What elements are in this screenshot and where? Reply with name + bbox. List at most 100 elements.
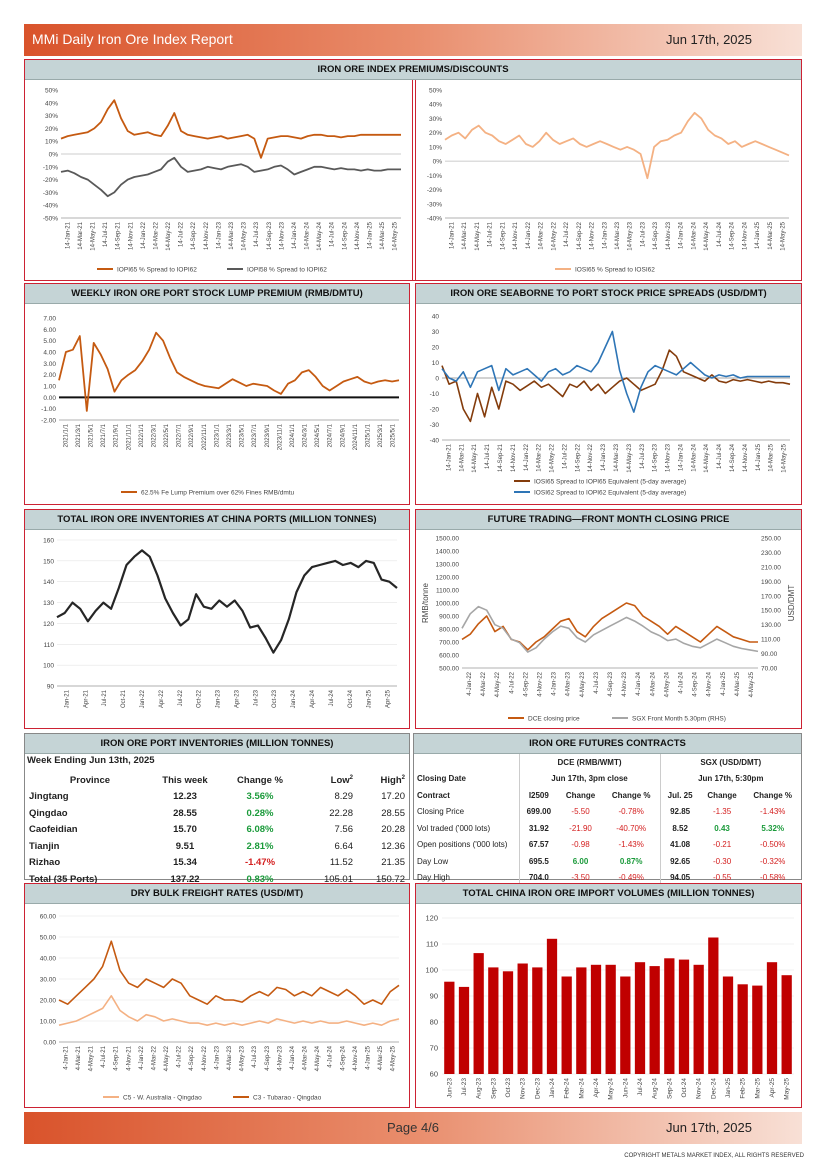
series-line-0	[56, 549, 398, 654]
x-tick-label: 4-Jul-21	[101, 1045, 107, 1067]
table-cell: -1.47%	[244, 857, 276, 869]
imports-chart: 120 110 100 90 80 70 60 Jun-23 Jul-23 Aug-23 Sep-2…	[425, 914, 794, 1100]
y-tick-label: 10	[432, 360, 440, 367]
bar	[678, 959, 690, 1074]
x-tick-label: Apr-24	[593, 1078, 600, 1098]
y-tick-label: -20	[430, 407, 440, 414]
y-tick-label: 1000.00	[436, 601, 460, 608]
y-tick-label: 1300.00	[436, 562, 460, 569]
y-tick-label: 2.00	[43, 372, 56, 379]
inv-header-row: Province This week Change % Low2 High2	[25, 772, 409, 789]
x-tick-label: 14-Nov-21	[513, 221, 519, 250]
premiums-panel: IRON ORE INDEX PREMIUMS/DISCOUNTS 50% 40%…	[24, 59, 802, 281]
y-tick-label: 1100.00	[436, 588, 459, 595]
x-tick-label: 2024/1/1	[290, 423, 296, 447]
x-tick-label: 4-May-24	[315, 1045, 321, 1071]
futures-chart: 1500.00 1400.00 1300.00 1200.00 1100.00 1000.…	[421, 536, 796, 723]
x-tick-label: 4-Sep-21	[114, 1045, 120, 1070]
table-cell: 11.52	[329, 857, 353, 869]
x-tick-label: 14-Nov-23	[279, 221, 285, 250]
x-tick-label: Oct-22	[197, 689, 203, 708]
x-tick-label: 14-Jan-24	[292, 221, 298, 249]
y-tick-label: -2.00	[41, 418, 56, 425]
y-tick-label: 0.00	[43, 1040, 56, 1047]
y-tick-label: -30%	[427, 201, 442, 208]
table-cell: -21.90	[569, 823, 592, 833]
table-cell: Change %	[611, 790, 651, 800]
series-line-0	[444, 111, 790, 180]
x-tick-label: 14-Jan-24	[679, 221, 685, 249]
x-tick-label: Feb-25	[740, 1078, 747, 1099]
table-cell: -0.58%	[760, 873, 786, 883]
x-tick-label: 14-May-23	[628, 221, 634, 250]
x-tick-label: 14-May-25	[781, 221, 787, 250]
x-tick-label: Oct-24	[348, 689, 354, 708]
x-tick-label: 14-May-22	[551, 221, 557, 250]
inv-col-province: Province	[69, 774, 111, 786]
x-tick-label: 2021/5/1	[88, 423, 94, 447]
table-row: Qingdao 28.55 0.28% 22.28 28.55	[25, 805, 409, 822]
y-tick-label: 30	[432, 329, 440, 336]
x-tick-label: 4-Nov-22	[538, 671, 544, 696]
inv-col-thisweek: This week	[162, 774, 208, 786]
week-ending: Week Ending Jun 13th, 2025	[27, 755, 155, 766]
x-tick-label: 4-May-21	[88, 1045, 94, 1071]
x-tick-label: Mar-24	[578, 1078, 585, 1099]
y-tick-label: 1400.00	[436, 549, 460, 556]
header-banner: MMi Daily Iron Ore Index Report Jun 17th…	[24, 24, 802, 56]
x-tick-label: 14-Mar-25	[768, 221, 774, 249]
x-tick-label: 14-Sep-22	[191, 221, 197, 250]
y-tick-label: 40%	[429, 102, 442, 109]
table-row: Total (35 Ports) 137.22 0.83% 105.01 150.72	[25, 871, 409, 888]
x-tick-label: 4-Jul-22	[177, 1045, 183, 1067]
y-tick-label: 20.00	[40, 998, 57, 1005]
x-tick-label: 14-Jan-23	[601, 443, 607, 471]
x-tick-label: 14-Mar-25	[769, 443, 775, 471]
legend-label: IOSI62 Spread to IOPI62 Equivalent (5-da…	[534, 490, 686, 497]
legend-label: IOPI65 % Spread to IOPI62	[117, 267, 197, 274]
table-row: Tianjin 9.51 2.81% 6.64 12.36	[25, 838, 409, 855]
table-cell: Total (35 Ports)	[29, 873, 98, 885]
x-tick-label: 4-Jan-23	[214, 1045, 220, 1069]
y2-tick-label: 210.00	[761, 564, 781, 571]
x-tick-label: 2025/3/1	[378, 423, 384, 447]
x-tick-label: 14-Nov-23	[666, 443, 672, 472]
x-tick-label: 4-Sep-23	[608, 671, 614, 696]
inventories-table: Province This week Change % Low2 High2 J…	[25, 772, 409, 888]
table-cell: -3.50	[571, 873, 590, 883]
x-tick-label: Jan-21	[64, 689, 70, 708]
table-cell: Tianjin	[29, 840, 60, 852]
table-cell: 3.56%	[246, 791, 274, 803]
x-tick-label: 14-Jan-21	[65, 221, 71, 249]
x-tick-label: Jul-23	[253, 689, 259, 706]
bar	[781, 975, 792, 1074]
x-tick-label: 14-Sep-22	[575, 443, 581, 472]
series-line-1	[461, 605, 759, 653]
table-cell: 67.57	[518, 836, 559, 853]
table-cell: 7.56	[334, 824, 354, 836]
x-tick-label: Jun-23	[446, 1078, 453, 1098]
table-cell: Day Low	[417, 856, 449, 866]
x-tick-label: Sep-24	[666, 1078, 673, 1099]
x-tick-label: 14-May-22	[550, 443, 556, 472]
x-tick-label: 4-Jul-22	[509, 671, 515, 693]
x-tick-label: 4-Jul-23	[594, 671, 600, 693]
x-tick-label: 4-Jul-24	[678, 671, 684, 693]
spreads-chart: 40 30 20 10 0 -10 -20 -30 -40 14-Jan-21 14-Mar-21 1…	[430, 314, 791, 497]
table-cell: 704.0	[518, 869, 559, 886]
y-tick-label: 50%	[429, 88, 442, 95]
table-row: Closing Price 699.00 -5.50 -0.78% 92.85 -1.35…	[414, 803, 801, 820]
x-tick-label: 4-Mar-22	[481, 671, 487, 696]
y-tick-label: 100	[425, 966, 438, 975]
y2-tick-label: 110.00	[761, 637, 781, 644]
table-cell: 8.52	[659, 820, 700, 837]
futures-table-title: IRON ORE FUTURES CONTRACTS	[414, 734, 801, 754]
x-tick-label: 14-May-21	[475, 221, 481, 250]
x-tick-label: 14-Jul-22	[179, 221, 185, 247]
x-tick-label: 14-Jan-24	[678, 443, 684, 471]
x-tick-label: 14-Mar-23	[614, 443, 620, 471]
lump-chart: 7.00 6.00 5.00 4.00 3.00 2.00 1.00 0.00 -1.00 -2.…	[41, 316, 400, 497]
inv-col-change: Change %	[237, 774, 283, 786]
inventories-chart: 160 150 140 130 120 110 100 90 Jan-21 Apr-21 Jul-2…	[43, 538, 398, 708]
y-tick-label: 70	[430, 1044, 438, 1053]
